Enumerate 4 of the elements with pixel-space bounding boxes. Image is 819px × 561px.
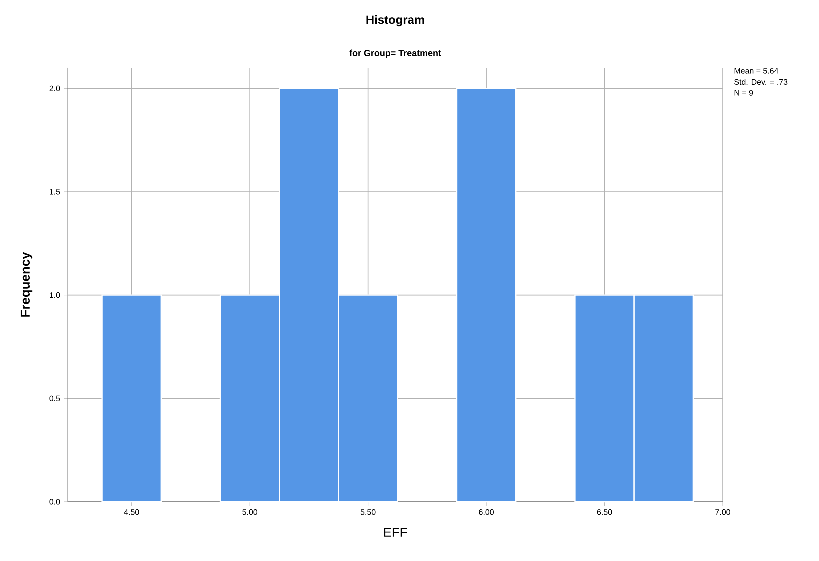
x-axis-title: EFF [384,528,408,537]
chart-title: Histogram [366,15,424,27]
chart-subtitle: for Group= Treatment [350,50,442,58]
y-axis-title: Frequency [20,252,33,317]
